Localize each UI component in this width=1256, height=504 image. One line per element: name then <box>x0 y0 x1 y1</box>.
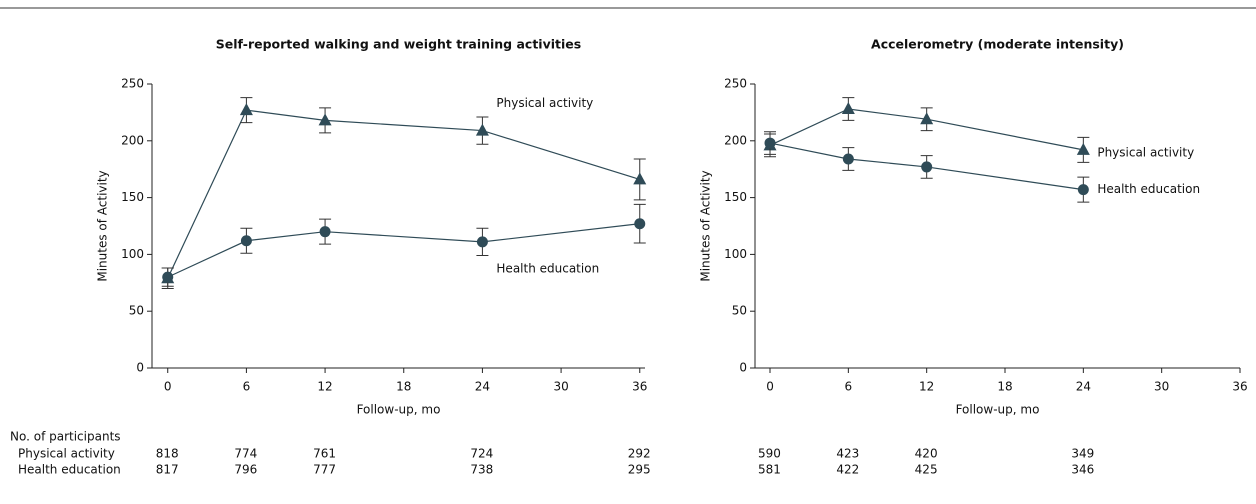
marker <box>842 153 854 165</box>
marker <box>318 113 332 126</box>
count-row-label: Physical activity <box>18 447 115 461</box>
x-axis-label: Follow-up, mo <box>357 403 441 417</box>
count-value: 796 <box>234 463 257 477</box>
marker <box>841 101 855 114</box>
count-value: 818 <box>156 447 179 461</box>
y-tick-label: 50 <box>129 304 144 318</box>
marker <box>475 123 489 136</box>
y-tick-label: 250 <box>121 77 144 91</box>
y-tick-label: 150 <box>724 190 747 204</box>
series-label: Health education <box>1097 182 1200 196</box>
y-tick-label: 250 <box>724 77 747 91</box>
x-axis-label: Follow-up, mo <box>956 403 1040 417</box>
count-value: 774 <box>234 447 257 461</box>
count-value: 738 <box>470 463 493 477</box>
counts-label: No. of participants <box>10 430 121 444</box>
marker <box>921 161 933 173</box>
y-tick-label: 0 <box>136 361 144 375</box>
count-row-label: Health education <box>18 463 121 477</box>
y-tick-label: 200 <box>121 133 144 147</box>
chart-title: Self-reported walking and weight trainin… <box>216 37 581 52</box>
marker <box>764 137 776 149</box>
x-tick-label: 0 <box>164 380 172 394</box>
x-tick-label: 6 <box>243 380 251 394</box>
marker <box>239 103 253 116</box>
count-value: 425 <box>915 463 938 477</box>
y-axis-label: Minutes of Activity <box>96 170 110 281</box>
marker <box>162 271 174 283</box>
series-label: Physical activity <box>496 96 593 110</box>
count-value: 724 <box>470 447 493 461</box>
y-tick-label: 50 <box>732 304 747 318</box>
count-value: 349 <box>1071 447 1094 461</box>
marker <box>633 172 647 185</box>
count-value: 422 <box>836 463 859 477</box>
series-line <box>167 109 640 279</box>
y-tick-label: 0 <box>739 361 747 375</box>
count-value: 346 <box>1071 463 1094 477</box>
x-tick-label: 30 <box>553 380 568 394</box>
x-tick-label: 12 <box>919 380 934 394</box>
y-tick-label: 150 <box>121 190 144 204</box>
x-tick-label: 30 <box>1154 380 1169 394</box>
marker <box>1077 184 1089 196</box>
count-value: 420 <box>915 447 938 461</box>
count-value: 761 <box>313 447 336 461</box>
marker <box>319 226 331 238</box>
x-tick-label: 24 <box>475 380 490 394</box>
marker <box>1076 142 1090 155</box>
x-tick-label: 6 <box>845 380 853 394</box>
marker <box>476 236 488 248</box>
count-value: 590 <box>758 447 781 461</box>
count-value: 295 <box>628 463 651 477</box>
y-tick-label: 200 <box>724 133 747 147</box>
marker <box>920 112 934 125</box>
marker <box>634 218 646 230</box>
y-tick-label: 100 <box>724 247 747 261</box>
count-value: 777 <box>313 463 336 477</box>
x-tick-label: 24 <box>1076 380 1091 394</box>
x-tick-label: 36 <box>632 380 647 394</box>
series-line <box>769 108 1084 151</box>
y-tick-label: 100 <box>121 247 144 261</box>
x-tick-label: 18 <box>396 380 411 394</box>
y-axis-label: Minutes of Activity <box>699 170 713 281</box>
chart-title: Accelerometry (moderate intensity) <box>871 37 1124 52</box>
x-tick-label: 36 <box>1232 380 1247 394</box>
count-value: 423 <box>836 447 859 461</box>
x-tick-label: 12 <box>317 380 332 394</box>
count-value: 817 <box>156 463 179 477</box>
x-tick-label: 18 <box>997 380 1012 394</box>
series-line <box>769 142 1084 191</box>
count-value: 292 <box>628 447 651 461</box>
marker <box>240 235 252 247</box>
series-label: Health education <box>496 261 599 275</box>
series-label: Physical activity <box>1097 145 1194 159</box>
count-value: 581 <box>758 463 781 477</box>
x-tick-label: 0 <box>766 380 774 394</box>
